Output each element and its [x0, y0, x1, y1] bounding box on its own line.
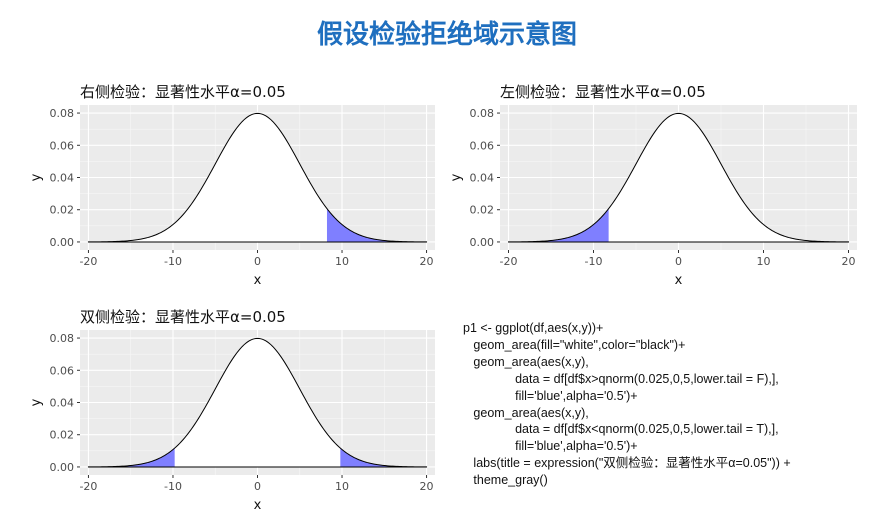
density-area: [508, 113, 849, 242]
x-tick-label: -10: [585, 255, 603, 268]
code-line: data = df[df$x<qnorm(0.025,0,5,lower.tai…: [463, 422, 779, 437]
density-area: [88, 113, 427, 242]
plot-title: 左侧检验：显著性水平α=0.05: [500, 83, 706, 101]
x-tick-label: 0: [254, 255, 261, 268]
y-tick-label: 0.02: [50, 429, 75, 442]
plot-title: 右侧检验：显著性水平α=0.05: [80, 83, 286, 101]
code-line: geom_area(aes(x,y),: [463, 405, 589, 420]
x-tick-label: 20: [420, 255, 434, 268]
code-block: p1 <- ggplot(df,aes(x,y))+ geom_area(fil…: [463, 320, 883, 489]
y-tick-label: 0.00: [50, 236, 75, 249]
x-tick-label: -20: [79, 255, 97, 268]
rejection-region: [88, 448, 175, 467]
x-tick-label: 20: [420, 480, 434, 493]
code-line: theme_gray(): [463, 473, 548, 488]
code-line: geom_area(aes(x,y),: [463, 354, 589, 369]
chart-left-tailed: 左侧检验：显著性水平α=0.05 -20 -10 0 10 20 0.00 0.02 0.04 0…: [449, 83, 857, 288]
y-tick-label: 0.06: [50, 364, 75, 377]
x-tick-label: 10: [335, 480, 349, 493]
page-title: 假设检验拒绝域示意图: [316, 20, 577, 50]
code-line: fill='blue',alpha='0.5')+: [463, 439, 638, 454]
chart-two-tailed: 双侧检验：显著性水平α=0.05 -20 -10 0 10 20 0.00 0.02 0.04 0…: [29, 308, 435, 513]
density-curve: [87, 112, 428, 243]
y-axis-label: y: [449, 173, 464, 181]
y-tick-label: 0.04: [50, 397, 75, 410]
code-line: geom_area(fill="white",color="black")+: [463, 337, 686, 352]
y-tick-label: 0.08: [50, 107, 75, 120]
code-line: fill='blue',alpha='0.5')+: [463, 388, 638, 403]
code-line: labs(title = expression("双侧检验：显著性水平α=0.0…: [463, 456, 791, 471]
plot-title: 双侧检验：显著性水平α=0.05: [80, 308, 286, 326]
y-tick-label: 0.06: [50, 139, 75, 152]
y-tick-label: 0.00: [470, 236, 495, 249]
y-tick-label: 0.04: [50, 172, 75, 185]
x-tick-label: -10: [164, 480, 182, 493]
y-tick-label: 0.02: [470, 204, 495, 217]
rejection-region: [508, 208, 609, 242]
x-axis-label: x: [254, 273, 262, 288]
x-tick-label: -20: [500, 255, 518, 268]
y-tick-label: 0.00: [50, 461, 75, 474]
chart-right-tailed: 右侧检验：显著性水平α=0.05 -20 -10 0 10 20 0.00 0.02 0.04 0…: [29, 83, 435, 288]
y-axis-label: y: [29, 173, 44, 181]
density-curve: [508, 112, 849, 243]
x-tick-label: 20: [842, 255, 856, 268]
x-axis-label: x: [675, 273, 683, 288]
rejection-region: [340, 448, 427, 467]
x-tick-label: 0: [675, 255, 682, 268]
y-axis-label: y: [29, 398, 44, 406]
x-axis-label: x: [254, 498, 262, 513]
code-line: data = df[df$x>qnorm(0.025,0,5,lower.tai…: [463, 371, 779, 386]
x-tick-label: -10: [164, 255, 182, 268]
y-tick-label: 0.02: [50, 204, 75, 217]
y-tick-label: 0.08: [50, 332, 75, 345]
y-tick-label: 0.08: [470, 107, 495, 120]
y-tick-label: 0.06: [470, 139, 495, 152]
rejection-region: [326, 208, 427, 242]
y-tick-label: 0.04: [470, 172, 495, 185]
code-line: p1 <- ggplot(df,aes(x,y))+: [463, 321, 604, 335]
x-tick-label: 0: [254, 480, 261, 493]
x-tick-label: 10: [757, 255, 771, 268]
density-area: [88, 338, 427, 467]
density-curve: [87, 337, 428, 468]
x-tick-label: -20: [79, 480, 97, 493]
x-tick-label: 10: [335, 255, 349, 268]
